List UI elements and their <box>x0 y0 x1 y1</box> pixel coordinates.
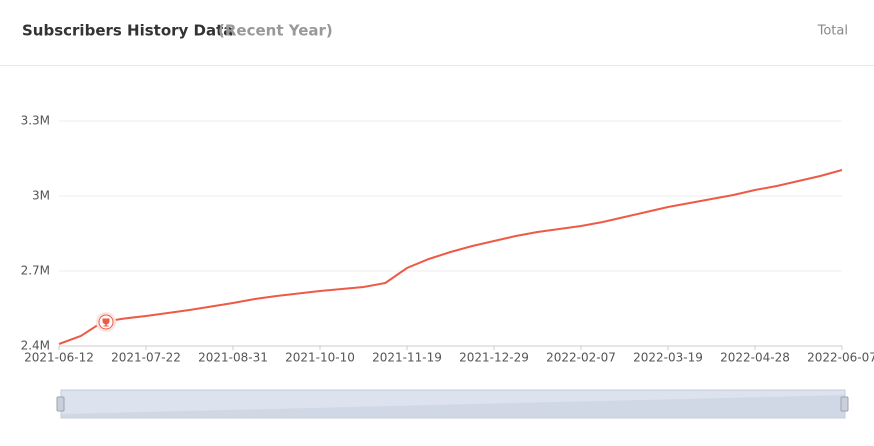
series-line <box>58 169 843 345</box>
x-tick-label: 2021-12-29 <box>459 351 529 365</box>
x-tick-label: 2022-04-28 <box>720 351 790 365</box>
subtitle: (Recent Year) <box>218 22 333 40</box>
x-tick-label: 2022-02-07 <box>546 351 616 365</box>
x-tick-label: 2021-06-12 <box>24 351 94 365</box>
x-tick-label: 2022-03-19 <box>633 351 703 365</box>
y-tick-label: 2.7M <box>21 264 50 278</box>
y-tick-label: 3M <box>32 189 50 203</box>
x-tick-label: 2021-10-10 <box>285 351 355 365</box>
x-tick-label: 2021-11-19 <box>372 351 442 365</box>
zoom-slider[interactable] <box>56 389 849 419</box>
x-tick-label: 2021-08-31 <box>198 351 268 365</box>
trophy-marker <box>96 312 116 332</box>
x-tick-label: 2022-06-07 <box>807 351 874 365</box>
plot: 2.4M 2.7M 3M 3.3M 2021-06-12 2021-07-22 2021-0… <box>21 114 874 365</box>
title: Subscribers History Data <box>22 22 233 40</box>
y-tick-label: 3.3M <box>21 114 50 128</box>
total-button[interactable]: Total <box>817 24 848 39</box>
y-tick-label: 2.4M <box>21 339 50 353</box>
x-tick-label: 2021-07-22 <box>111 351 181 365</box>
